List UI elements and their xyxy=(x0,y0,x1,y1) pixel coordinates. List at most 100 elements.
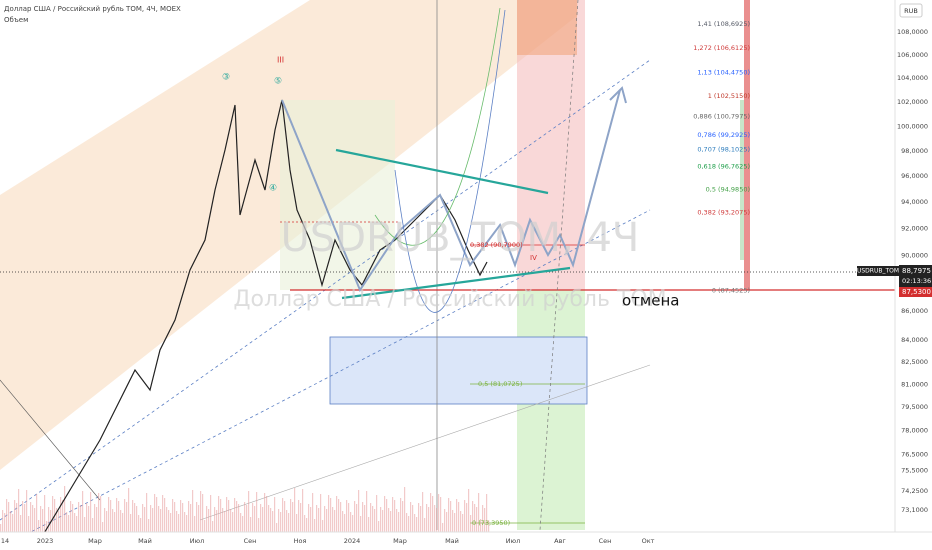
volume-bar xyxy=(464,500,466,532)
volume-bar xyxy=(364,505,366,532)
volume-bar xyxy=(442,523,444,532)
volume-bar xyxy=(434,505,436,532)
price-tick-label: 84,0000 xyxy=(901,336,928,344)
volume-bar xyxy=(320,494,322,532)
volume-bar xyxy=(2,510,4,532)
volume-bar xyxy=(420,506,422,532)
volume-bar xyxy=(304,515,306,532)
fib-label: 0,5 (94,9850) xyxy=(706,185,750,193)
volume-bar xyxy=(422,492,424,532)
volume-bar xyxy=(254,506,256,532)
volume-bar xyxy=(316,505,318,532)
price-tick-label: 81,0000 xyxy=(901,380,928,388)
volume-bar xyxy=(404,487,406,532)
volume-bar xyxy=(118,501,120,532)
volume-bar xyxy=(360,516,362,532)
wave-label: III xyxy=(277,56,284,65)
currency-button[interactable] xyxy=(899,3,923,18)
wave-label: ⑤ xyxy=(274,77,282,87)
arrow xyxy=(609,86,627,104)
volume-bar xyxy=(330,498,332,532)
volume-bar xyxy=(314,519,316,532)
symbol-title: Доллар США / Российский рубль TOM, 4Ч, M… xyxy=(4,5,181,13)
volume-bar xyxy=(120,510,122,532)
volume-bar xyxy=(24,504,26,532)
symbol-tag xyxy=(857,266,899,276)
volume-bar xyxy=(22,501,24,532)
volume-bar xyxy=(294,488,296,532)
currency[interactable]: RUB xyxy=(904,7,918,15)
volume-bar xyxy=(10,511,12,532)
volume-bar xyxy=(248,491,250,532)
fib-label: 0 (73,3950) xyxy=(472,519,510,527)
volume-bar xyxy=(474,504,476,532)
volume-bar xyxy=(72,504,74,532)
volume-bar xyxy=(470,515,472,532)
volume-bar xyxy=(28,516,30,532)
volume-bar xyxy=(252,503,254,532)
time-tick-label: Мар xyxy=(393,537,407,545)
volume-bar xyxy=(184,512,186,532)
volume-bar xyxy=(186,515,188,532)
volume-bar xyxy=(60,497,62,532)
range-box xyxy=(280,100,395,290)
volume-bar xyxy=(250,517,252,532)
fib-label: 1,41 (108,6925) xyxy=(697,20,750,28)
volume-bar xyxy=(16,503,18,532)
volume-bar xyxy=(386,499,388,532)
volume-bar xyxy=(214,507,216,532)
fib-label: 0,707 (98,1025) xyxy=(697,146,750,154)
volume-bar xyxy=(148,519,150,532)
volume-bar xyxy=(388,508,390,532)
price-tick-label: 74,2500 xyxy=(901,487,928,495)
volume-bar xyxy=(138,515,140,532)
projection xyxy=(281,89,621,293)
price-ticks: 108,0000 106,0000 104,0000 102,0000 100,0000… xyxy=(897,28,928,514)
volume-bar xyxy=(452,510,454,532)
target-box xyxy=(329,336,588,405)
volume-bar xyxy=(256,492,258,532)
volume-bar xyxy=(366,491,368,532)
volume-bar xyxy=(380,507,382,532)
volume-bar xyxy=(244,502,246,532)
fib-label: 0,786 (99,2925) xyxy=(697,131,750,139)
volume-bar xyxy=(106,511,108,532)
time-tick-label: Июл xyxy=(190,537,205,545)
volume-bar xyxy=(440,497,442,532)
volume-bar xyxy=(232,512,234,532)
volume-bar xyxy=(242,516,244,532)
level-tag xyxy=(899,287,932,297)
volume-bar xyxy=(178,514,180,532)
volume-bar xyxy=(134,503,136,532)
volume-bar xyxy=(264,493,266,532)
time-tick-label: 14 xyxy=(1,537,9,545)
volume-bar xyxy=(32,505,34,532)
volume-bar xyxy=(236,501,238,532)
volume-bar xyxy=(342,511,344,532)
volume-bar xyxy=(290,499,292,532)
volume-bar xyxy=(56,508,58,532)
price-tick-label: 78,0000 xyxy=(901,427,928,435)
volume-bar xyxy=(468,489,470,532)
volume-bar xyxy=(458,502,460,532)
volume-bar xyxy=(26,490,28,532)
volume-bar xyxy=(240,513,242,532)
profit-zone xyxy=(517,290,585,530)
time-ticks: 14 2023 Мар Май Июл Сен Ноя 2024 Мар Май Июл Авг Сен… xyxy=(1,537,655,545)
volume-bar xyxy=(376,495,378,532)
volume-bar xyxy=(394,500,396,532)
volume-bar xyxy=(370,503,372,532)
volume-bar xyxy=(0,524,2,532)
volume-bar xyxy=(4,513,6,532)
volume-bar xyxy=(126,502,128,532)
volume-bar xyxy=(234,498,236,532)
volume-bar xyxy=(222,508,224,532)
volume-bar xyxy=(274,497,276,532)
volume-bar xyxy=(66,512,68,532)
volume-bar xyxy=(226,497,228,532)
volume-bar xyxy=(114,512,116,532)
volume-bar xyxy=(112,509,114,532)
volume-bar xyxy=(352,515,354,532)
volume-bar xyxy=(374,509,376,532)
